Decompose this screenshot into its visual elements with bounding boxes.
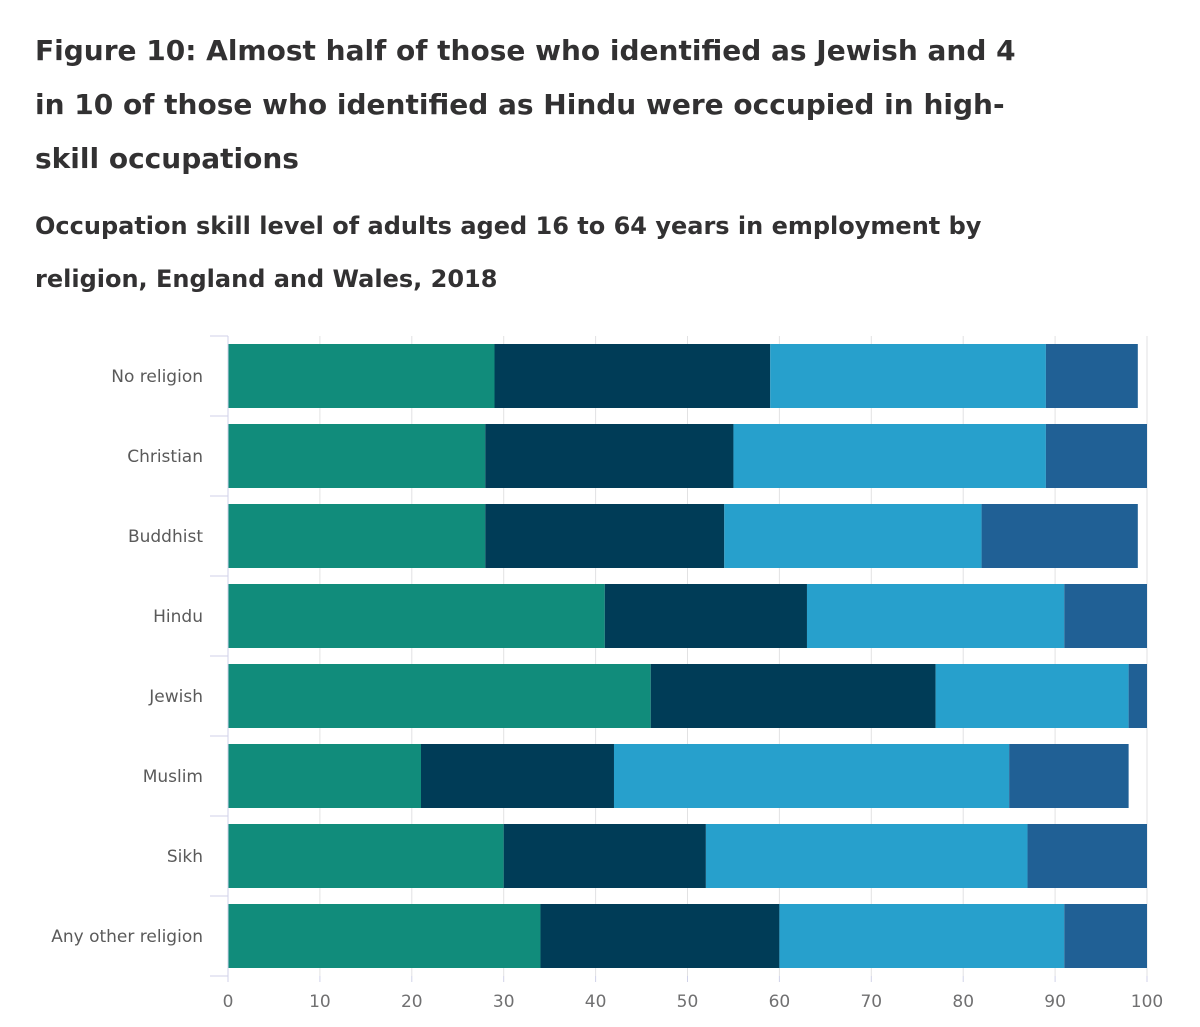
bar-segment — [485, 424, 734, 488]
x-tick-label: 90 — [1044, 992, 1066, 1012]
x-tick-label: 80 — [952, 992, 974, 1012]
chart-title: Figure 10: Almost half of those who iden… — [35, 34, 1016, 175]
y-axis-labels: No religion Christian Buddhist Hindu Jewish M… — [51, 367, 203, 947]
bar-segment — [1045, 344, 1138, 408]
bar-segment — [1128, 664, 1147, 728]
bar-segment — [613, 744, 1010, 808]
category-label: Christian — [127, 447, 203, 467]
bar-segment — [228, 344, 495, 408]
category-label: Buddhist — [128, 527, 203, 547]
bar-segment — [420, 744, 614, 808]
bar-segment — [1027, 824, 1147, 888]
category-label: No religion — [111, 367, 203, 387]
bar-series — [228, 344, 1147, 968]
bar-segment — [1064, 904, 1147, 968]
x-tick-label: 40 — [585, 992, 607, 1012]
x-tick-label: 100 — [1131, 992, 1163, 1012]
bar-segment — [485, 504, 725, 568]
bar-segment — [981, 504, 1138, 568]
x-tick-label: 10 — [309, 992, 331, 1012]
bar-segment — [228, 424, 486, 488]
bar-segment — [228, 664, 651, 728]
bar-segment — [779, 904, 1065, 968]
category-label: Hindu — [153, 607, 203, 627]
bar-segment — [806, 584, 1065, 648]
x-tick-label: 60 — [769, 992, 791, 1012]
x-tick-label: 0 — [223, 992, 234, 1012]
bar-segment — [733, 424, 1046, 488]
bar-segment — [503, 824, 706, 888]
bar-segment — [724, 504, 982, 568]
x-tick-label: 30 — [493, 992, 515, 1012]
bar-segment — [540, 904, 780, 968]
x-axis-ticks: 0 10 20 30 40 50 60 70 80 90 100 — [223, 976, 1163, 1012]
x-tick-label: 50 — [677, 992, 699, 1012]
bar-segment — [494, 344, 771, 408]
bar-segment — [228, 824, 504, 888]
bar-segment — [1009, 744, 1129, 808]
category-label: Jewish — [148, 687, 203, 707]
bar-segment — [1064, 584, 1147, 648]
bar-segment — [604, 584, 807, 648]
bar-segment — [935, 664, 1129, 728]
bar-segment — [228, 744, 421, 808]
bar-segment — [228, 504, 486, 568]
x-tick-label: 20 — [401, 992, 423, 1012]
category-label: Muslim — [143, 767, 203, 787]
stacked-bar-chart: 0 10 20 30 40 50 60 70 80 90 100 No religion Christ… — [51, 335, 1163, 1012]
bar-segment — [228, 584, 605, 648]
category-label: Any other religion — [51, 927, 203, 947]
bar-segment — [770, 344, 1046, 408]
category-label: Sikh — [167, 847, 203, 867]
bar-segment — [1045, 424, 1147, 488]
chart-subtitle: Occupation skill level of adults aged 16… — [35, 212, 982, 293]
bar-segment — [705, 824, 1028, 888]
bar-segment — [650, 664, 936, 728]
x-tick-label: 70 — [860, 992, 882, 1012]
bar-segment — [228, 904, 541, 968]
axes — [210, 335, 229, 977]
